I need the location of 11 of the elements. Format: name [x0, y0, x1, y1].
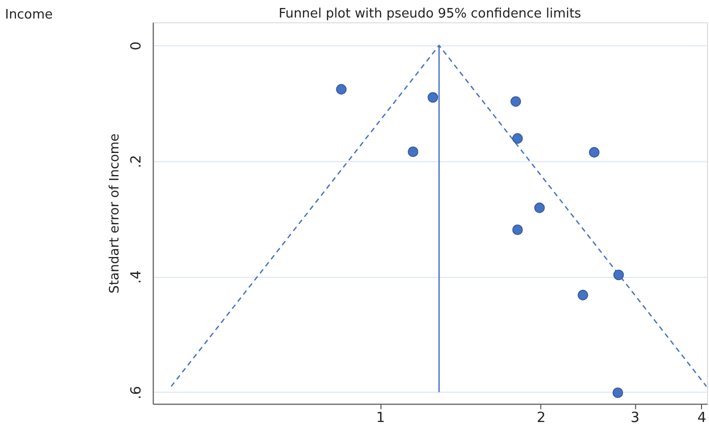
chart-title: Funnel plot with pseudo 95% confidence limits — [278, 6, 582, 22]
y-tick-label: 0 — [128, 41, 144, 50]
x-tick-label: 3 — [630, 410, 640, 426]
y-axis-title: Standart error of Income — [107, 133, 122, 294]
x-tick-label: 4 — [697, 410, 706, 426]
x-tick-label: 2 — [536, 410, 546, 426]
x-tick-label: 1 — [376, 410, 385, 426]
text: Income — [4, 7, 53, 22]
y-tick-label: .4 — [128, 270, 144, 284]
y-tick-label: .2 — [128, 154, 144, 168]
y-tick-label: .6 — [128, 386, 144, 400]
